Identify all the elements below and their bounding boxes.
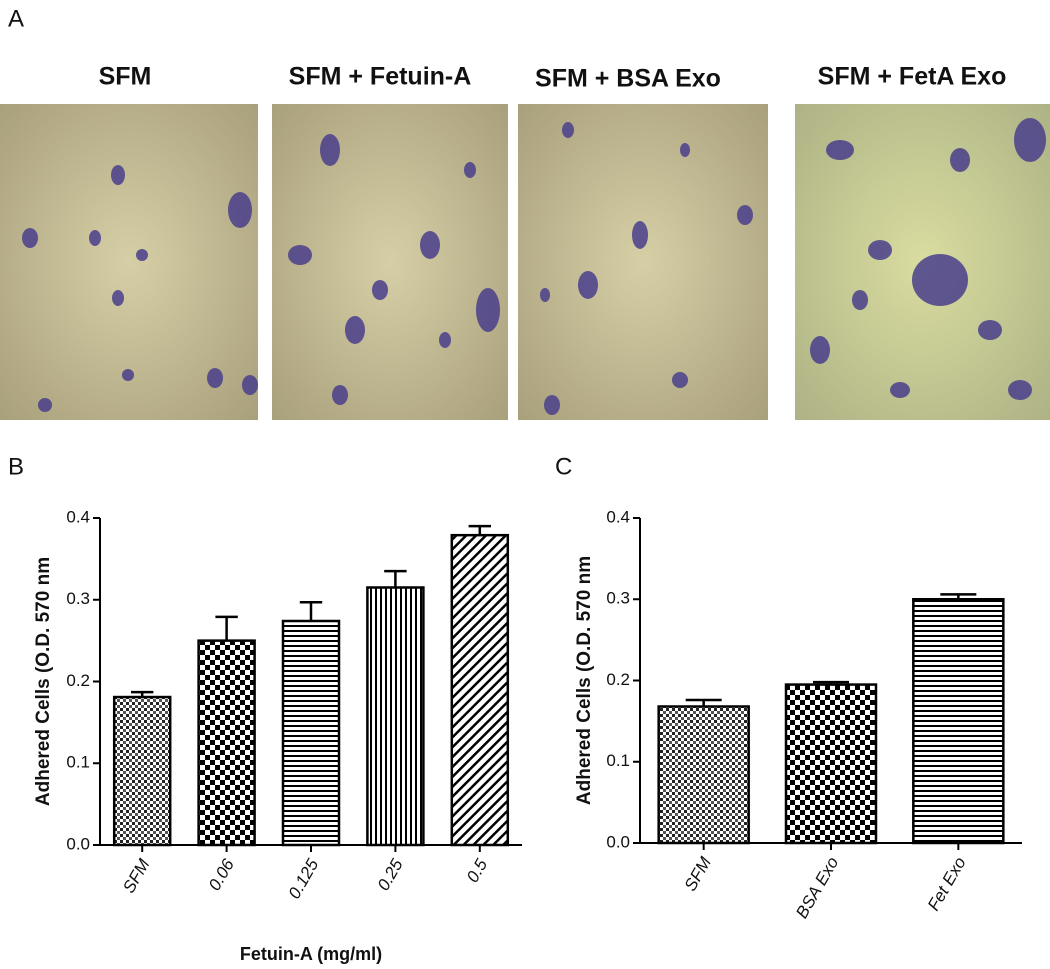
bar xyxy=(450,533,510,847)
bar xyxy=(112,695,172,847)
x-axis-label: Fetuin-A (mg/ml) xyxy=(240,944,382,964)
x-tick-label: SFM xyxy=(119,855,154,896)
x-tick-label: 0.125 xyxy=(285,855,323,902)
y-tick-label: 0.1 xyxy=(66,753,90,772)
y-tick-label: 0.0 xyxy=(606,832,630,851)
panel-label: B xyxy=(8,453,24,480)
image-title: SFM + Fetuin-A xyxy=(289,63,472,91)
y-tick-label: 0.4 xyxy=(66,507,90,526)
bar xyxy=(281,619,341,847)
bar xyxy=(197,639,256,847)
x-tick-label: 0.5 xyxy=(463,855,492,885)
x-tick-label: SFM xyxy=(681,853,716,894)
y-tick-label: 0.0 xyxy=(66,834,90,853)
panel-label: A xyxy=(8,5,24,32)
cells xyxy=(22,118,1046,415)
x-tick-label: BSA Exo xyxy=(792,854,842,922)
y-tick-label: 0.2 xyxy=(606,670,630,689)
y-tick-label: 0.3 xyxy=(606,589,630,608)
image-title: SFM xyxy=(99,63,152,91)
image-title: SFM + BSA Exo xyxy=(535,65,721,93)
micrograph xyxy=(518,104,768,420)
y-tick-label: 0.2 xyxy=(66,671,90,690)
y-axis-label: Adhered Cells (O.D. 570 nm xyxy=(33,557,54,806)
micrographs xyxy=(0,104,1050,420)
bar xyxy=(784,683,878,845)
image-title: SFM + FetA Exo xyxy=(818,63,1007,91)
x-tick-label: Fet Exo xyxy=(924,854,970,914)
micrograph xyxy=(0,104,258,420)
y-axis-label: Adhered Cells (O.D. 570 nm xyxy=(574,556,595,805)
y-tick-label: 0.1 xyxy=(606,751,630,770)
bar xyxy=(657,705,750,845)
panel-label: C xyxy=(555,453,572,480)
x-tick-label: 0.25 xyxy=(374,855,407,894)
bar xyxy=(366,586,425,847)
y-tick-label: 0.4 xyxy=(606,507,630,526)
x-tick-label: 0.06 xyxy=(205,855,238,894)
bar xyxy=(912,598,1005,845)
micrograph xyxy=(272,104,508,420)
y-tick-label: 0.3 xyxy=(66,589,90,608)
